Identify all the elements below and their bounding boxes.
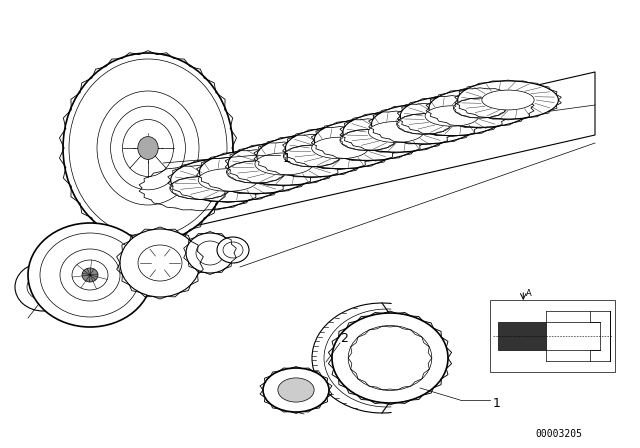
Ellipse shape — [28, 223, 152, 327]
Ellipse shape — [198, 169, 258, 191]
Ellipse shape — [400, 96, 504, 136]
Ellipse shape — [138, 137, 158, 159]
Ellipse shape — [82, 268, 98, 282]
Ellipse shape — [227, 161, 285, 183]
Ellipse shape — [454, 98, 506, 118]
Ellipse shape — [217, 237, 249, 263]
Text: 1: 1 — [493, 396, 501, 409]
Text: 2: 2 — [340, 332, 348, 345]
Ellipse shape — [340, 129, 396, 151]
Ellipse shape — [312, 137, 369, 159]
Bar — [498, 322, 545, 350]
Ellipse shape — [332, 313, 448, 403]
Ellipse shape — [228, 143, 340, 185]
Ellipse shape — [343, 112, 449, 152]
Ellipse shape — [425, 106, 479, 126]
Ellipse shape — [482, 90, 534, 110]
Ellipse shape — [170, 177, 230, 199]
Ellipse shape — [284, 145, 340, 167]
Ellipse shape — [458, 81, 558, 119]
Ellipse shape — [278, 378, 314, 402]
Text: 00003205: 00003205 — [535, 429, 582, 439]
Ellipse shape — [36, 281, 50, 293]
Ellipse shape — [348, 326, 432, 390]
Ellipse shape — [171, 158, 285, 202]
Ellipse shape — [372, 104, 476, 144]
Text: A: A — [526, 289, 532, 297]
Ellipse shape — [369, 121, 424, 142]
Ellipse shape — [255, 153, 313, 175]
Ellipse shape — [63, 53, 233, 243]
Ellipse shape — [200, 151, 312, 194]
Ellipse shape — [257, 135, 367, 177]
Ellipse shape — [263, 368, 329, 412]
Ellipse shape — [186, 233, 234, 273]
Ellipse shape — [138, 245, 182, 281]
Ellipse shape — [429, 89, 531, 127]
Text: 1: 1 — [283, 151, 291, 164]
Ellipse shape — [223, 242, 243, 258]
Ellipse shape — [397, 114, 451, 134]
Ellipse shape — [285, 127, 394, 169]
Ellipse shape — [314, 120, 422, 160]
Ellipse shape — [15, 263, 71, 311]
Ellipse shape — [120, 229, 200, 297]
Ellipse shape — [60, 249, 120, 301]
Ellipse shape — [196, 241, 224, 265]
Ellipse shape — [142, 166, 258, 210]
